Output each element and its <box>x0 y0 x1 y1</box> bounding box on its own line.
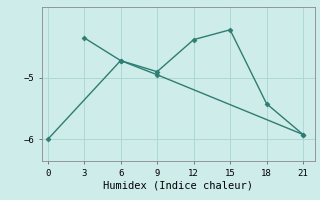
X-axis label: Humidex (Indice chaleur): Humidex (Indice chaleur) <box>103 180 253 190</box>
